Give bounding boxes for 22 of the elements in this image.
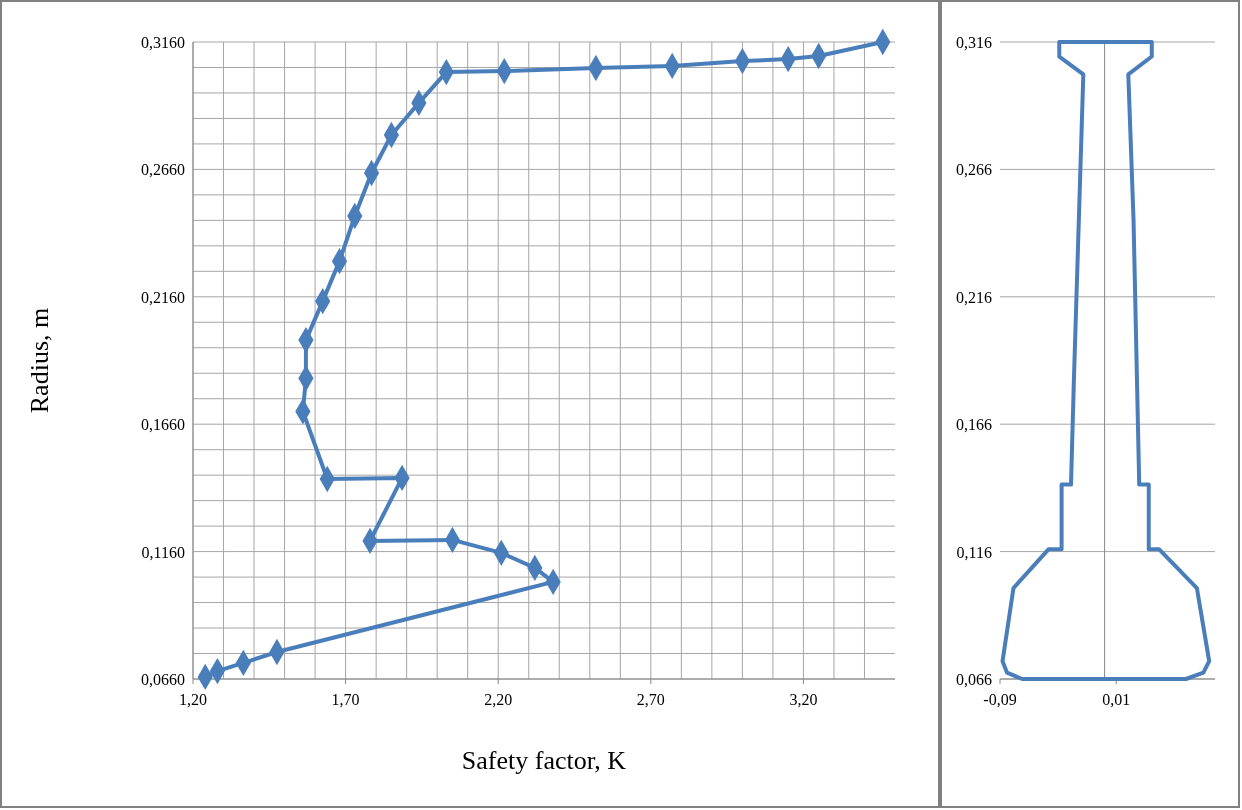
y-tick-label: 0,116: [956, 543, 992, 561]
x-tick-label: 2,20: [484, 691, 513, 708]
y-tick-label: 0,166: [956, 416, 992, 434]
y-axis-title: Radius, m: [25, 307, 54, 414]
x-tick-label: -0,09: [983, 691, 1017, 708]
line-series: [1000, 40, 1212, 681]
y-tick-label: 0,2660: [141, 161, 185, 179]
y-tick-label: 0,216: [956, 288, 992, 306]
y-tick-label: 0,066: [956, 671, 992, 688]
x-axis-title: Safety factor, K: [461, 746, 627, 775]
x-tick-label: 2,70: [636, 691, 665, 708]
y-tick-label: 0,2160: [141, 288, 185, 306]
y-tick-label: 0,3160: [141, 34, 185, 51]
x-tick-label: 3,20: [789, 691, 818, 708]
y-tick-label: 0,0660: [141, 671, 185, 688]
x-tick-label: 0,01: [1102, 691, 1131, 708]
y-tick-label: 0,266: [956, 161, 992, 179]
y-tick-label: 0,316: [956, 34, 992, 51]
y-tick-label: 0,1160: [141, 543, 185, 561]
y-tick-label: 0,1660: [141, 416, 185, 434]
x-tick-label: 1,20: [179, 691, 207, 708]
x-tick-label: 1,70: [331, 691, 360, 708]
